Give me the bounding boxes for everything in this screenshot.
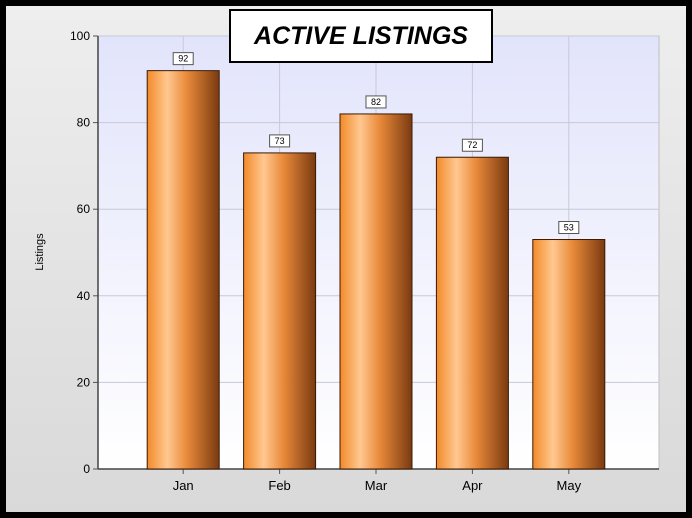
data-label-box [172, 52, 194, 66]
x-tick-label: Mar [365, 478, 388, 493]
bar-jan [146, 70, 220, 470]
x-tick-label: May [557, 478, 582, 493]
y-tick-label: 20 [77, 375, 91, 389]
data-label: 72 [467, 140, 477, 150]
y-tick-label: 40 [77, 289, 91, 303]
x-tick-label: Apr [462, 478, 483, 493]
y-axis-label: Listings [34, 233, 46, 271]
bar-feb [243, 152, 317, 470]
y-tick-label: 80 [77, 116, 91, 130]
y-tick-label: 60 [77, 202, 91, 216]
bar-apr [435, 156, 509, 470]
bar-mar [339, 113, 413, 470]
data-label: 73 [275, 136, 285, 146]
x-tick-label: Feb [268, 478, 290, 493]
data-label-box [269, 134, 291, 148]
data-label-box [558, 221, 580, 235]
bars [146, 70, 606, 470]
y-tick-label: 0 [83, 462, 90, 476]
x-tick-label: Jan [173, 478, 194, 493]
data-label-box [365, 95, 387, 109]
data-label: 92 [178, 54, 188, 64]
chart-title-box: ACTIVE LISTINGS [229, 9, 493, 63]
labels: 0 20 40 60 80 100 92 Jan 73 Feb 82 Mar 72 Apr 53 May [70, 29, 582, 493]
data-label: 53 [564, 223, 574, 233]
data-label: 82 [371, 97, 381, 107]
chart-title: ACTIVE LISTINGS [254, 21, 468, 50]
bar-may [532, 239, 606, 470]
y-tick-label: 100 [70, 29, 90, 43]
data-label-box [461, 138, 483, 152]
